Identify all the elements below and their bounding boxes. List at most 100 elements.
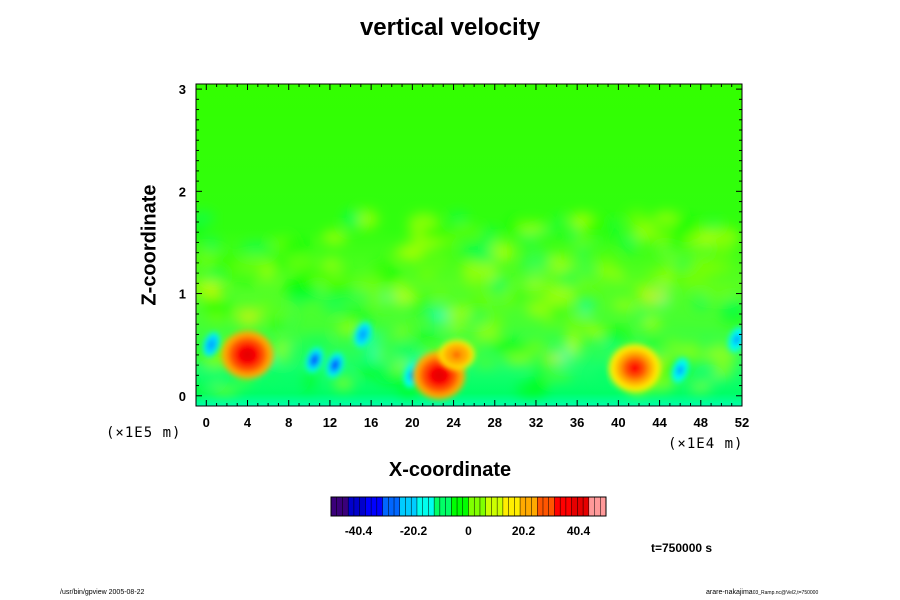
texture-cell: [283, 257, 316, 269]
texture-cell: [389, 284, 412, 307]
texture-cell: [594, 255, 619, 274]
texture-cell: [321, 295, 348, 313]
colorbar-segment: [548, 497, 555, 516]
texture-cell: [267, 318, 286, 329]
texture-cell: [721, 297, 742, 318]
texture-cell: [359, 359, 382, 379]
feature-ring: [332, 361, 338, 369]
heatmap-field: [196, 84, 742, 406]
colorbar-segment: [422, 497, 429, 516]
texture-cell: [693, 294, 710, 311]
colorbar-segment: [583, 497, 590, 516]
colorbar-segment: [565, 497, 573, 516]
x-tick-label: 12: [323, 415, 337, 430]
colorbar-segment: [394, 497, 401, 516]
colorbar: -40.4 -20.2 0 20.2 40.4: [330, 496, 607, 538]
x-tick-label: 0: [203, 415, 210, 430]
texture-cell: [541, 272, 560, 293]
texture-cell: [321, 229, 348, 245]
texture-cell: [473, 325, 501, 342]
texture-cell: [416, 266, 437, 281]
texture-cell: [428, 306, 452, 325]
texture-cell: [209, 386, 240, 395]
x-tick-label: 4: [244, 415, 252, 430]
x-tick-label: 28: [488, 415, 502, 430]
texture-cell: [448, 211, 469, 225]
texture-cell: [336, 323, 359, 335]
updraft-cell: [608, 344, 661, 393]
texture-cell: [689, 382, 712, 391]
footer-right-main: arare-nakajima: [706, 589, 753, 596]
texture-cell: [646, 268, 665, 283]
texture-cell: [518, 232, 540, 246]
texture-cell: [203, 235, 220, 254]
colorbar-tick-label: -40.4: [345, 524, 373, 538]
colorbar-segment: [525, 497, 533, 516]
y-axis: 0 1 2 3: [179, 82, 742, 407]
texture-cell: [508, 293, 533, 302]
colorbar-segment: [365, 497, 372, 516]
texture-cell: [445, 305, 473, 323]
texture-cell: [647, 337, 662, 349]
downdraft-cell: [354, 321, 372, 347]
texture-cell: [704, 344, 736, 365]
feature-ring: [432, 369, 446, 382]
colorbar-segment: [405, 497, 412, 516]
colorbar-tick-label: 0: [465, 524, 472, 538]
texture-cell: [375, 348, 390, 361]
texture-cell: [394, 344, 416, 364]
texture-cell: [235, 275, 257, 286]
chart-title: vertical velocity: [359, 14, 541, 41]
texture-cell: [507, 216, 520, 235]
texture-cell: [204, 270, 226, 280]
colorbar-segment: [348, 497, 355, 516]
colorbar-segment: [451, 497, 458, 516]
footer-right-small: 03_Ramp.nc@Vel2,t=750000: [752, 590, 819, 596]
x-tick-label: 24: [446, 415, 461, 430]
x-tick-label: 40: [611, 415, 625, 430]
texture-cell: [414, 332, 442, 344]
colorbar-segment: [479, 497, 487, 516]
downdraft-cell: [305, 347, 324, 373]
colorbar-segment: [491, 497, 498, 516]
texture-cell: [479, 262, 498, 281]
texture-cell: [670, 347, 699, 357]
colorbar-segment: [594, 497, 601, 516]
texture-cell: [612, 270, 626, 281]
colorbar-segment: [571, 497, 578, 516]
texture-cell: [558, 346, 572, 365]
texture-cell: [658, 236, 673, 252]
texture-cell: [284, 343, 304, 362]
x-tick-label: 8: [285, 415, 292, 430]
texture-cell: [470, 293, 496, 309]
texture-cell: [678, 274, 705, 288]
feature-ring: [209, 341, 214, 348]
colorbar-segment: [382, 497, 389, 516]
colorbar-segment: [457, 497, 464, 516]
downdraft-cell: [202, 332, 221, 358]
x-tick-label: 48: [694, 415, 708, 430]
feature-ring: [678, 367, 683, 374]
texture-cell: [517, 221, 547, 236]
texture-cell: [327, 281, 354, 297]
colorbar-tick-label: 20.2: [512, 524, 536, 538]
colorbar-segment: [588, 497, 596, 516]
downdraft-cell: [326, 352, 344, 378]
texture-cell: [236, 306, 262, 327]
texture-cell: [696, 258, 726, 277]
feature-ring: [452, 351, 462, 359]
texture-cell: [584, 217, 616, 239]
updraft-cell: [221, 330, 274, 379]
colorbar-frame: [330, 496, 607, 517]
texture-cell: [303, 337, 331, 350]
colorbar-segment: [371, 497, 378, 516]
texture-cell: [396, 244, 423, 261]
texture-cell: [196, 247, 224, 269]
texture-cell: [712, 367, 733, 379]
colorbar-segment: [439, 497, 447, 516]
texture-cell: [708, 225, 732, 242]
time-label: t=750000 s: [651, 541, 713, 555]
texture-cell: [709, 245, 734, 258]
feature-ring: [241, 348, 255, 361]
